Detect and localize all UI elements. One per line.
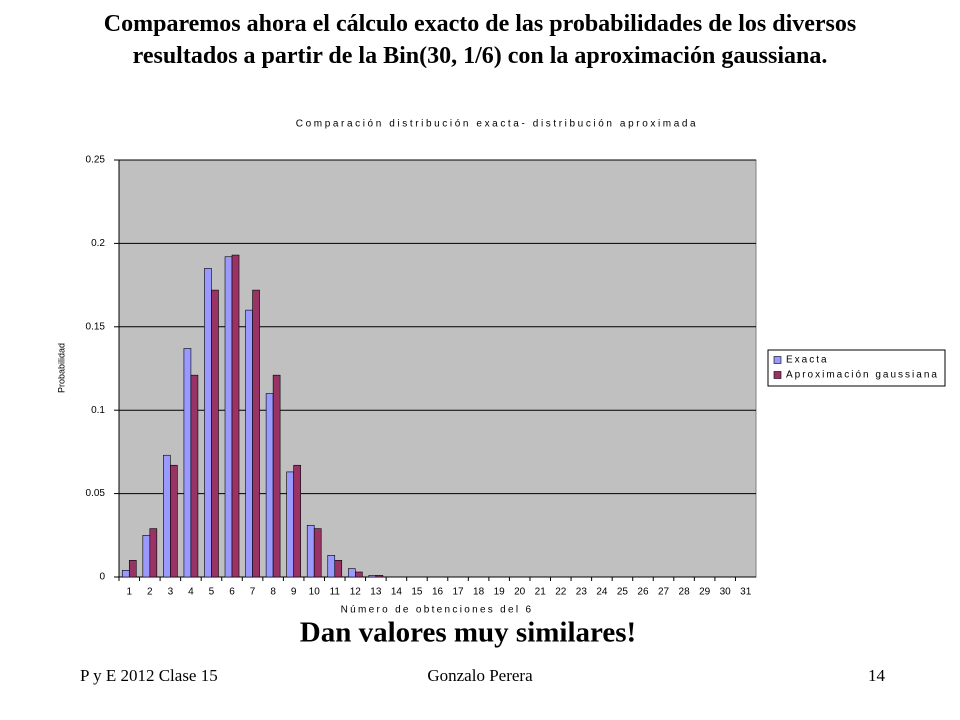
legend-label: Exacta [786,355,829,366]
x-tick-label: 14 [391,587,403,598]
x-tick-label: 18 [473,587,485,598]
bar [128,560,137,578]
x-tick-label: 3 [168,587,174,598]
x-tick-label: 28 [679,587,691,598]
x-tick-label: 6 [229,587,235,598]
x-tick-label: 19 [494,587,506,598]
bar [348,568,356,578]
x-tick-label: 4 [188,587,194,598]
bar [293,464,301,578]
x-tick-label: 5 [209,587,215,598]
x-axis-title: Número de obtenciones del 6 [341,605,534,616]
x-tick-label: 25 [617,587,629,598]
legend-swatch [773,356,782,364]
bar [211,289,219,578]
legend-box [767,349,946,387]
x-tick-label: 10 [309,587,321,598]
x-tick-label: 11 [330,587,341,598]
x-tick-label: 13 [370,587,382,598]
bar [313,528,322,578]
bar [334,560,343,578]
x-tick-label: 24 [596,587,608,598]
bar [375,575,384,578]
x-tick-label: 31 [740,587,752,598]
footer-center: Gonzalo Perera [427,666,533,685]
x-tick-label: 21 [535,587,547,598]
bar [265,393,274,578]
x-tick-label: 20 [514,587,526,598]
x-tick-label: 8 [270,587,276,598]
bar [306,524,315,578]
x-tick-label: 17 [452,587,464,598]
x-tick-label: 29 [699,587,711,598]
bar [204,268,212,578]
x-tick-label: 7 [250,587,256,598]
y-axis-title: Probabilidad [56,343,66,393]
x-tick-label: 23 [576,587,588,598]
bar [121,570,130,578]
x-tick-label: 30 [720,587,732,598]
bar [170,464,178,578]
bar [252,289,260,578]
bar [183,348,192,578]
y-tick-label: 0.05 [86,488,106,499]
legend-label: Aproximación gaussiana [786,370,939,381]
y-tick-label: 0.2 [91,238,105,249]
bar [355,571,363,578]
x-tick-label: 27 [658,587,670,598]
bar [142,534,151,578]
y-tick-label: 0.1 [91,405,105,416]
bar [231,254,240,578]
bar [245,309,253,578]
x-tick-label: 2 [147,587,153,598]
x-tick-label: 1 [126,587,132,598]
legend-swatch [773,371,782,379]
bar [286,471,294,578]
x-tick-label: 22 [555,587,567,598]
x-tick-label: 16 [432,587,444,598]
bar [224,256,233,578]
x-tick-label: 12 [350,587,362,598]
bar [149,528,158,578]
bar [368,575,377,578]
footer-left: P y E 2012 Clase 15 [80,666,218,685]
bar [190,374,199,578]
x-tick-label: 26 [637,587,649,598]
y-tick-label: 0.15 [86,321,106,332]
footer-right: 14 [868,666,886,685]
conclusion: Dan valores muy similares! [300,617,636,649]
slide-title: Comparemos ahora el cálculo exacto de la… [103,11,857,69]
y-tick-label: 0.25 [86,155,106,166]
x-tick-label: 15 [411,587,423,598]
bar [163,454,171,578]
x-tick-label: 9 [291,587,297,598]
bar [272,374,281,578]
bar [327,555,336,578]
chart-title: Comparación distribución exacta- distrib… [296,119,698,130]
y-tick-label: 0 [99,572,105,583]
